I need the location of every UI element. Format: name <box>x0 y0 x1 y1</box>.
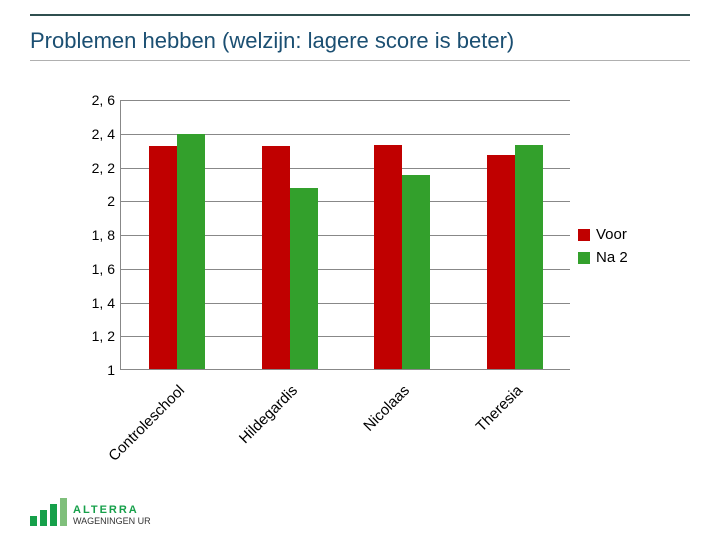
legend-swatch <box>578 252 590 264</box>
bar <box>487 155 515 369</box>
logo-line1: ALTERRA <box>73 505 151 517</box>
logo-line2: WAGENINGEN UR <box>73 517 151 526</box>
logo-text: ALTERRA WAGENINGEN UR <box>73 505 151 526</box>
logo-bar <box>40 510 47 526</box>
bar <box>374 145 402 369</box>
legend: Voor Na 2 <box>578 226 628 272</box>
legend-label: Na 2 <box>596 249 628 266</box>
page-title: Problemen hebben (welzijn: lagere score … <box>30 28 514 54</box>
bar <box>290 188 318 369</box>
chart: 11, 21, 41, 61, 822, 22, 42, 6 VoorNa 2 … <box>70 100 630 460</box>
logo-bar <box>30 516 37 526</box>
legend-item: Voor <box>578 226 628 243</box>
bar <box>149 146 177 369</box>
plot-area: 11, 21, 41, 61, 822, 22, 42, 6 <box>120 100 570 370</box>
y-tick-label: 1, 2 <box>92 328 121 344</box>
x-tick-label: Hildegardis <box>218 382 301 465</box>
x-tick-label: Theresia <box>443 382 526 465</box>
x-tick-label: Nicolaas <box>331 382 414 465</box>
y-tick-label: 1, 6 <box>92 261 121 277</box>
y-tick-label: 2 <box>107 193 121 209</box>
y-tick-label: 1, 4 <box>92 295 121 311</box>
legend-swatch <box>578 229 590 241</box>
bar <box>262 146 290 369</box>
legend-label: Voor <box>596 226 627 243</box>
logo-bar <box>60 498 67 526</box>
bar <box>402 175 430 369</box>
gridline <box>121 100 570 101</box>
bar <box>177 134 205 369</box>
title-underline <box>30 60 690 61</box>
y-tick-label: 2, 4 <box>92 126 121 142</box>
logo-bars <box>30 498 67 526</box>
legend-item: Na 2 <box>578 249 628 266</box>
header-rule <box>30 14 690 16</box>
y-tick-label: 1, 8 <box>92 227 121 243</box>
logo-bar <box>50 504 57 526</box>
x-tick-label: Controleschool <box>106 382 189 465</box>
y-tick-label: 1 <box>107 362 121 378</box>
footer-logo: ALTERRA WAGENINGEN UR <box>30 498 151 526</box>
y-tick-label: 2, 6 <box>92 92 121 108</box>
bar <box>515 145 543 369</box>
y-tick-label: 2, 2 <box>92 160 121 176</box>
